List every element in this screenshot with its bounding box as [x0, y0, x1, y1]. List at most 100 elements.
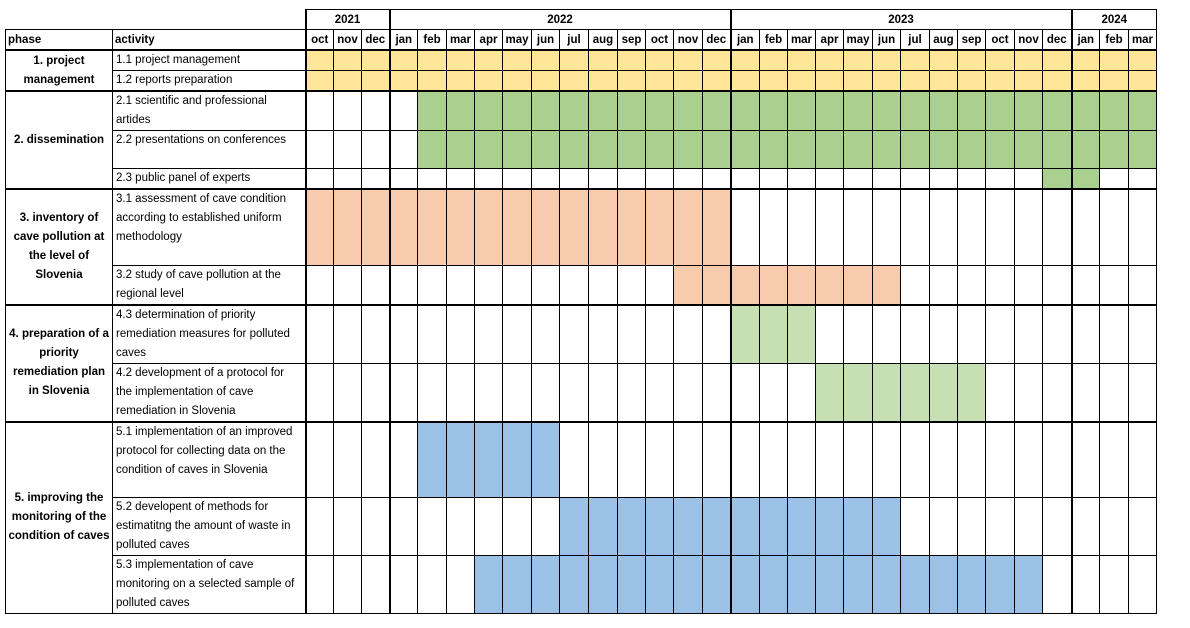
gantt-bar-cell — [957, 90, 986, 131]
gantt-bar-cell — [929, 555, 958, 614]
gantt-empty-cell — [304, 420, 334, 498]
month-header: feb — [1099, 29, 1129, 51]
gantt-bar-cell — [929, 362, 958, 422]
gantt-empty-cell — [304, 168, 334, 190]
gantt-empty-cell — [531, 168, 560, 190]
gantt-empty-cell — [617, 264, 646, 305]
month-header: aug — [588, 29, 618, 51]
gantt-empty-cell — [333, 168, 362, 190]
gantt-bar-cell — [333, 70, 362, 92]
gantt-empty-cell — [645, 420, 674, 498]
gantt-empty-cell — [985, 497, 1015, 556]
gantt-empty-cell — [1014, 362, 1043, 422]
gantt-bar-cell — [417, 420, 447, 498]
gantt-empty-cell — [729, 420, 760, 498]
gantt-bar-cell — [588, 130, 618, 169]
gantt-empty-cell — [985, 420, 1015, 498]
gantt-bar-cell — [474, 555, 503, 614]
gantt-bar-cell — [929, 70, 958, 92]
gantt-empty-cell — [929, 497, 958, 556]
gantt-empty-cell — [417, 303, 447, 364]
gantt-bar-cell — [815, 49, 844, 71]
gantt-empty-cell — [729, 168, 760, 190]
gantt-bar-cell — [559, 555, 589, 614]
gantt-empty-cell — [872, 420, 901, 498]
gantt-bar-cell — [900, 49, 930, 71]
gantt-bar-cell — [333, 188, 362, 266]
gantt-empty-cell — [673, 168, 703, 190]
gantt-bar-cell — [304, 49, 334, 71]
gantt-bar-cell — [787, 264, 816, 305]
phase-label: 5. improving the monitoring of the condi… — [5, 420, 113, 614]
month-header: dec — [1042, 29, 1072, 51]
gantt-bar-cell — [729, 497, 760, 556]
gantt-bar-cell — [559, 70, 589, 92]
gantt-bar-cell — [900, 70, 930, 92]
gantt-bar-cell — [502, 49, 532, 71]
gantt-bar-cell — [446, 188, 475, 266]
gantt-bar-cell — [759, 497, 788, 556]
gantt-empty-cell — [502, 362, 532, 422]
gantt-bar-cell — [673, 555, 703, 614]
gantt-empty-cell — [1128, 188, 1157, 266]
phase-label: 4. preparation of a priority remediation… — [5, 303, 113, 422]
gantt-empty-cell — [617, 168, 646, 190]
gantt-bar-cell — [900, 555, 930, 614]
gantt-empty-cell — [474, 362, 503, 422]
gantt-bar-cell — [929, 130, 958, 169]
month-header: sep — [957, 29, 986, 51]
gantt-bar-cell — [702, 70, 731, 92]
gantt-empty-cell — [729, 188, 760, 266]
gantt-bar-cell — [588, 90, 618, 131]
activity-label: 3.2 study of cave pollution at the regio… — [112, 264, 306, 305]
gantt-bar-cell — [1099, 90, 1129, 131]
gantt-empty-cell — [417, 362, 447, 422]
gantt-bar-cell — [446, 420, 475, 498]
gantt-empty-cell — [1099, 497, 1129, 556]
gantt-empty-cell — [1014, 497, 1043, 556]
gantt-empty-cell — [1099, 264, 1129, 305]
gantt-empty-cell — [1042, 188, 1072, 266]
gantt-empty-cell — [588, 362, 618, 422]
gantt-empty-cell — [985, 188, 1015, 266]
gantt-bar-cell — [333, 49, 362, 71]
gantt-empty-cell — [900, 188, 930, 266]
gantt-bar-cell — [417, 130, 447, 169]
activity-row: 4.2 development of a protocol for the im… — [6, 362, 1157, 422]
gantt-bar-cell — [1128, 90, 1157, 131]
gantt-bar-cell — [1014, 70, 1043, 92]
gantt-empty-cell — [446, 168, 475, 190]
gantt-bar-cell — [843, 70, 873, 92]
gantt-bar-cell — [815, 130, 844, 169]
gantt-empty-cell — [1042, 420, 1072, 498]
gantt-empty-cell — [1099, 188, 1129, 266]
month-header: apr — [815, 29, 844, 51]
gantt-bar-cell — [304, 70, 334, 92]
gantt-empty-cell — [843, 303, 873, 364]
gantt-empty-cell — [304, 130, 334, 169]
gantt-bar-cell — [1042, 70, 1072, 92]
gantt-empty-cell — [617, 420, 646, 498]
gantt-bar-cell — [1042, 168, 1072, 190]
activity-label: 5.2 developent of methods for estimatitn… — [112, 497, 306, 556]
gantt-empty-cell — [985, 362, 1015, 422]
gantt-bar-cell — [815, 555, 844, 614]
gantt-empty-cell — [702, 303, 731, 364]
gantt-bar-cell — [446, 90, 475, 131]
gantt-bar-cell — [617, 90, 646, 131]
gantt-bar-cell — [645, 130, 674, 169]
gantt-empty-cell — [474, 303, 503, 364]
gantt-empty-cell — [333, 90, 362, 131]
gantt-empty-cell — [900, 264, 930, 305]
gantt-empty-cell — [446, 362, 475, 422]
gantt-empty-cell — [843, 420, 873, 498]
gantt-bar-cell — [673, 264, 703, 305]
gantt-empty-cell — [559, 264, 589, 305]
gantt-bar-cell — [759, 303, 788, 364]
gantt-empty-cell — [645, 362, 674, 422]
phase-label: 2. dissemination — [5, 90, 113, 190]
month-header: feb — [417, 29, 447, 51]
activity-label: 2.2 presentations on conferences — [112, 130, 306, 169]
gantt-bar-cell — [957, 362, 986, 422]
activity-row: 5.3 implementation of cave monitoring on… — [6, 555, 1157, 614]
